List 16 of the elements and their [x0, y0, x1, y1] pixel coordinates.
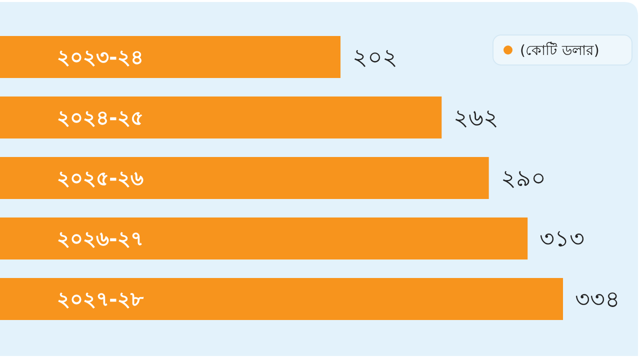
y-tick-label: ২০২৩-২৪ [57, 45, 144, 69]
data-label: ২০২ [352, 45, 398, 71]
bar [0, 218, 528, 260]
data-label: ২৯০ [500, 166, 546, 192]
data-label: ২৬২ [454, 106, 499, 132]
bar [0, 278, 563, 320]
y-tick-label: ২০২৫-২৬ [57, 166, 144, 190]
data-label: ৩৩৪ [575, 287, 620, 313]
legend-label: (কোটি ডলার) [520, 42, 600, 59]
y-tick-label: ২০২৪-২৫ [57, 106, 144, 130]
data-label: ৩১৩ [540, 226, 585, 252]
y-tick-label: ২০২৭-২৮ [57, 287, 144, 311]
y-tick-label: ২০২৬-২৭ [57, 226, 144, 250]
bar [0, 36, 340, 78]
bar [0, 157, 489, 199]
bar [0, 96, 442, 138]
